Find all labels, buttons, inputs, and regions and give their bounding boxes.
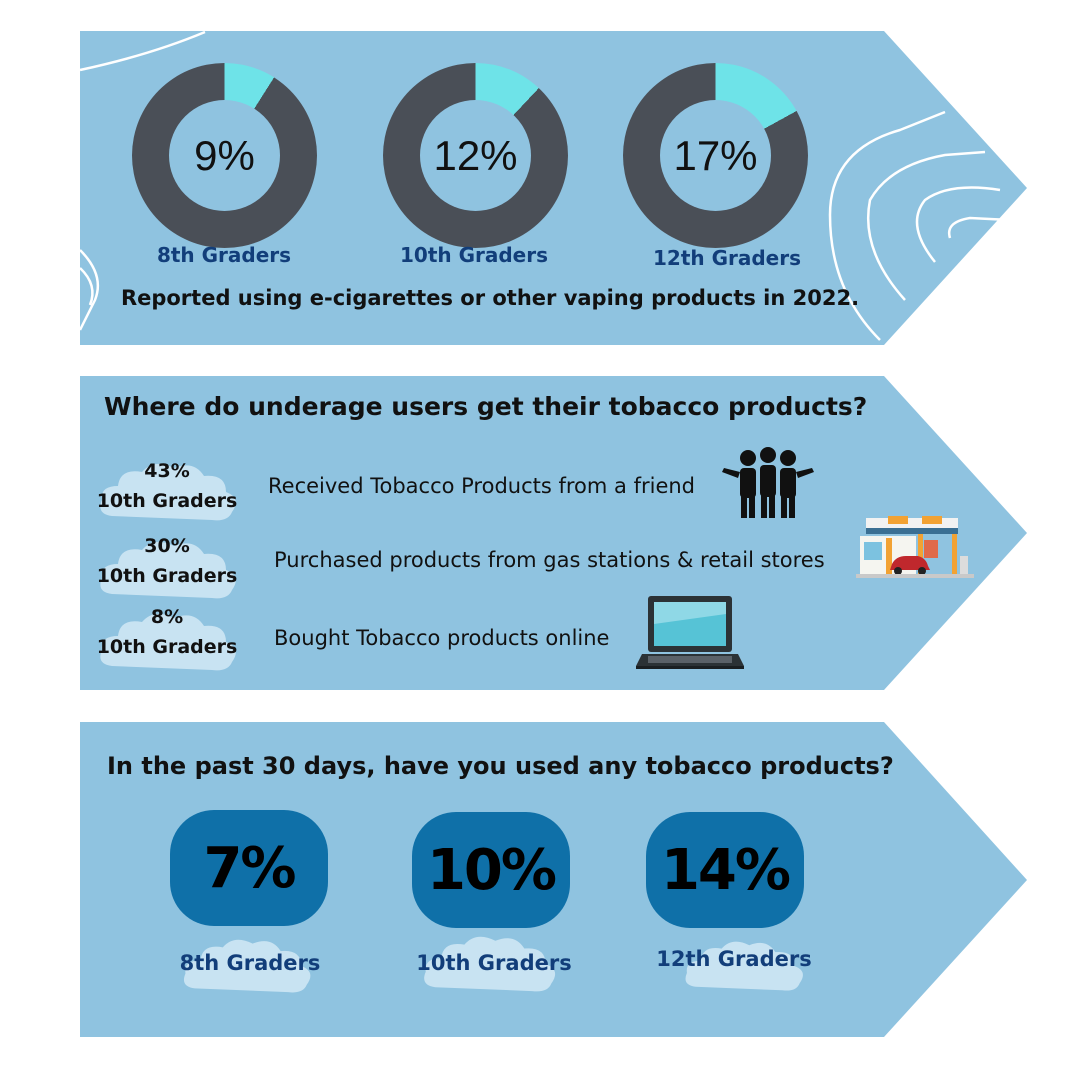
donut-chart-10th: 12% <box>383 63 568 248</box>
usage-percent: 7% <box>203 835 296 901</box>
cloud-shape <box>100 613 236 671</box>
usage-heading: In the past 30 days, have you used any t… <box>107 752 894 780</box>
cloud-shape <box>685 941 803 991</box>
cloud-shape <box>100 463 236 521</box>
donut-percent: 9% <box>194 131 255 179</box>
usage-panel: In the past 30 days, have you used any t… <box>0 722 1080 1062</box>
source-text-store: Purchased products from gas stations & r… <box>274 548 825 572</box>
wave-lines-decoration <box>78 30 1011 341</box>
donut-percent: 17% <box>673 131 758 179</box>
source-grade: 10th Graders <box>96 565 238 587</box>
gas-station-icon <box>856 516 974 578</box>
usage-percent: 14% <box>660 837 791 903</box>
source-text-online: Bought Tobacco products online <box>274 626 610 650</box>
usage-label-10th: 10th Graders <box>416 951 572 975</box>
source-stat-store: 30% 10th Graders <box>92 531 242 591</box>
source-grade: 10th Graders <box>96 490 238 512</box>
usage-label-8th: 8th Graders <box>179 951 321 975</box>
donut-label-12th: 12th Graders <box>652 246 802 270</box>
vaping-caption: Reported using e-cigarettes or other vap… <box>120 286 860 310</box>
donut-label-10th: 10th Graders <box>399 243 549 267</box>
friends-icon <box>722 447 814 518</box>
donut-label-8th: 8th Graders <box>156 243 292 267</box>
donut-chart-12th: 17% <box>623 63 808 248</box>
source-stat-friend: 43% 10th Graders <box>92 456 242 516</box>
vaping-panel: 9% 8th Graders 12% 10th Graders 17% 12th… <box>0 0 1080 345</box>
cloud-shape <box>100 541 236 599</box>
sources-heading: Where do underage users get their tobacc… <box>104 392 868 421</box>
source-percent: 30% <box>144 535 190 557</box>
laptop-icon <box>636 596 744 669</box>
cloud-shape <box>183 939 311 993</box>
usage-pill-8th: 7% <box>170 810 328 926</box>
source-stat-online: 8% 10th Graders <box>92 602 242 662</box>
usage-percent: 10% <box>426 837 557 903</box>
donut-percent: 12% <box>433 131 518 179</box>
source-grade: 10th Graders <box>96 636 238 658</box>
source-text-friend: Received Tobacco Products from a friend <box>268 474 696 498</box>
donut-chart-8th: 9% <box>132 63 317 248</box>
usage-pill-12th: 14% <box>646 812 804 928</box>
source-percent: 43% <box>144 460 190 482</box>
usage-label-12th: 12th Graders <box>656 947 812 971</box>
sources-panel: Where do underage users get their tobacc… <box>0 376 1080 716</box>
source-percent: 8% <box>150 606 184 628</box>
usage-pill-10th: 10% <box>412 812 570 928</box>
cloud-shape <box>424 936 556 992</box>
